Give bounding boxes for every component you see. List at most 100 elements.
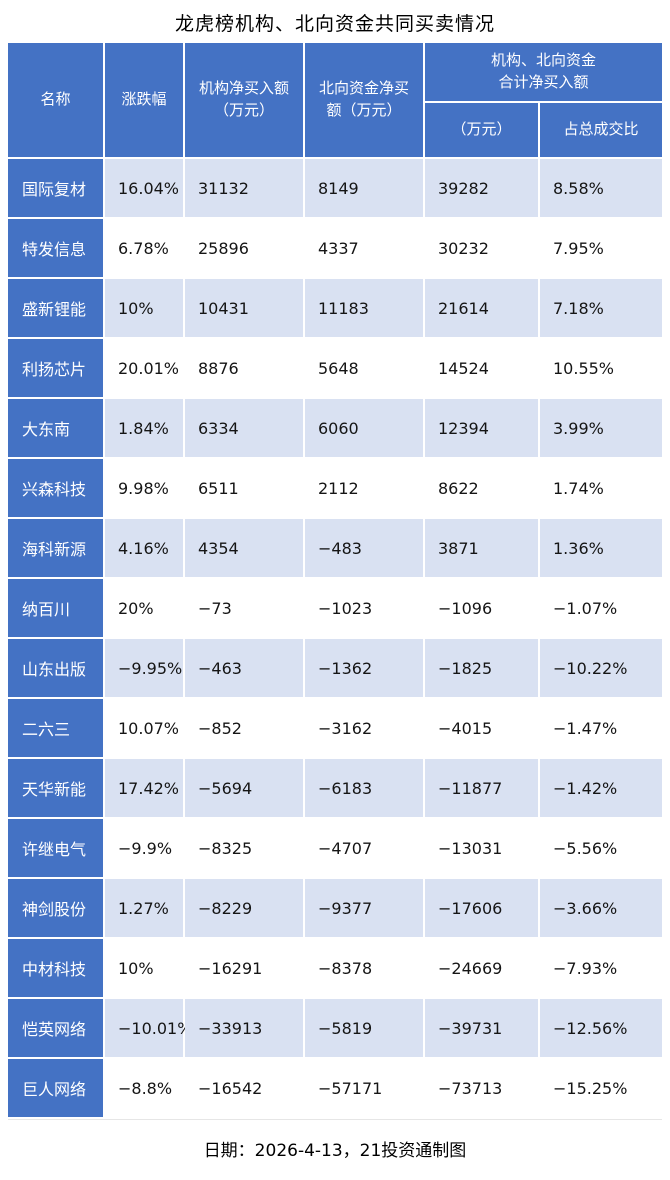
turnover-ratio-cell: −3.66% [540,879,662,939]
total-net-buy-cell: 8622 [425,459,540,519]
turnover-ratio-cell: 7.18% [540,279,662,339]
total-net-buy-cell: 14524 [425,339,540,399]
north-net-buy-cell: −3162 [305,699,425,759]
total-net-buy-cell: −13031 [425,819,540,879]
header-north-net-buy: 北向资金净买 额（万元） [305,43,425,159]
north-net-buy-cell: −5819 [305,999,425,1059]
change-cell: 10.07% [105,699,185,759]
inst-net-buy-cell: 6334 [185,399,305,459]
table-row: 国际复材 16.04% 31132 8149 39282 8.58% [8,159,662,219]
stock-name-cell: 恺英网络 [8,999,105,1059]
lhb-table: 名称 涨跌幅 机构净买入额 （万元） 北向资金净买 额（万元） 机构、北向资金 … [8,43,662,1176]
stock-name-cell: 国际复材 [8,159,105,219]
table-row: 巨人网络 −8.8% −16542 −57171 −73713 −15.25% [8,1059,662,1119]
stock-name-cell: 海科新源 [8,519,105,579]
north-net-buy-cell: 2112 [305,459,425,519]
header-combined-group: 机构、北向资金 合计净买入额 [425,43,662,103]
stock-name-cell: 天华新能 [8,759,105,819]
change-cell: −9.9% [105,819,185,879]
header-turnover-ratio: 占总成交比 [540,103,662,159]
stock-name-cell: 许继电气 [8,819,105,879]
total-net-buy-cell: −17606 [425,879,540,939]
inst-net-buy-cell: 6511 [185,459,305,519]
north-net-buy-cell: −8378 [305,939,425,999]
change-cell: 17.42% [105,759,185,819]
stock-name-cell: 神剑股份 [8,879,105,939]
turnover-ratio-cell: 1.36% [540,519,662,579]
table-row: 恺英网络 −10.01% −33913 −5819 −39731 −12.56% [8,999,662,1059]
total-net-buy-cell: −73713 [425,1059,540,1119]
stock-name-cell: 兴森科技 [8,459,105,519]
total-net-buy-cell: 21614 [425,279,540,339]
change-cell: 10% [105,279,185,339]
inst-net-buy-cell: 25896 [185,219,305,279]
table-footer: 日期：2026-4-13，21投资通制图 [8,1119,662,1176]
header-change: 涨跌幅 [105,43,185,159]
inst-net-buy-cell: −463 [185,639,305,699]
north-net-buy-cell: 8149 [305,159,425,219]
north-net-buy-cell: −6183 [305,759,425,819]
north-net-buy-cell: −483 [305,519,425,579]
north-net-buy-cell: −9377 [305,879,425,939]
table-header: 名称 涨跌幅 机构净买入额 （万元） 北向资金净买 额（万元） 机构、北向资金 … [8,43,662,159]
stock-name-cell: 中材科技 [8,939,105,999]
turnover-ratio-cell: −5.56% [540,819,662,879]
inst-net-buy-cell: 4354 [185,519,305,579]
table-row: 天华新能 17.42% −5694 −6183 −11877 −1.42% [8,759,662,819]
turnover-ratio-cell: 3.99% [540,399,662,459]
turnover-ratio-cell: −7.93% [540,939,662,999]
table-row: 盛新锂能 10% 10431 11183 21614 7.18% [8,279,662,339]
change-cell: −10.01% [105,999,192,1059]
table-row: 大东南 1.84% 6334 6060 12394 3.99% [8,399,662,459]
stock-name-cell: 纳百川 [8,579,105,639]
stock-name-cell: 二六三 [8,699,105,759]
inst-net-buy-cell: 8876 [185,339,305,399]
turnover-ratio-cell: −12.56% [540,999,662,1059]
table-row: 神剑股份 1.27% −8229 −9377 −17606 −3.66% [8,879,662,939]
table-row: 兴森科技 9.98% 6511 2112 8622 1.74% [8,459,662,519]
north-net-buy-cell: 11183 [305,279,425,339]
north-net-buy-cell: 6060 [305,399,425,459]
stock-name-cell: 盛新锂能 [8,279,105,339]
inst-net-buy-cell: −5694 [185,759,305,819]
north-net-buy-cell: −1362 [305,639,425,699]
change-cell: 1.84% [105,399,185,459]
inst-net-buy-cell: −8229 [185,879,305,939]
change-cell: −9.95% [105,639,185,699]
table-row: 特发信息 6.78% 25896 4337 30232 7.95% [8,219,662,279]
change-cell: 20.01% [105,339,185,399]
header-inst-net-buy: 机构净买入额 （万元） [185,43,305,159]
header-name: 名称 [8,43,105,159]
inst-net-buy-cell: 31132 [185,159,305,219]
turnover-ratio-cell: −1.47% [540,699,662,759]
stock-name-cell: 特发信息 [8,219,105,279]
north-net-buy-cell: 5648 [305,339,425,399]
total-net-buy-cell: −1825 [425,639,540,699]
table-row: 中材科技 10% −16291 −8378 −24669 −7.93% [8,939,662,999]
turnover-ratio-cell: 8.58% [540,159,662,219]
header-combined-amount: （万元） [425,103,540,159]
total-net-buy-cell: −1096 [425,579,540,639]
total-net-buy-cell: −4015 [425,699,540,759]
inst-net-buy-cell: −33913 [185,999,305,1059]
turnover-ratio-cell: −15.25% [540,1059,662,1119]
turnover-ratio-cell: 10.55% [540,339,662,399]
table-row: 海科新源 4.16% 4354 −483 3871 1.36% [8,519,662,579]
north-net-buy-cell: −57171 [305,1059,425,1119]
stock-name-cell: 大东南 [8,399,105,459]
north-net-buy-cell: −1023 [305,579,425,639]
north-net-buy-cell: 4337 [305,219,425,279]
stock-name-cell: 利扬芯片 [8,339,105,399]
north-net-buy-cell: −4707 [305,819,425,879]
change-cell: 4.16% [105,519,185,579]
inst-net-buy-cell: −16291 [185,939,305,999]
turnover-ratio-cell: 7.95% [540,219,662,279]
turnover-ratio-cell: −1.07% [540,579,662,639]
table-row: 山东出版 −9.95% −463 −1362 −1825 −10.22% [8,639,662,699]
total-net-buy-cell: −39731 [425,999,540,1059]
total-net-buy-cell: 12394 [425,399,540,459]
change-cell: 20% [105,579,185,639]
change-cell: 1.27% [105,879,185,939]
inst-net-buy-cell: −852 [185,699,305,759]
inst-net-buy-cell: −73 [185,579,305,639]
